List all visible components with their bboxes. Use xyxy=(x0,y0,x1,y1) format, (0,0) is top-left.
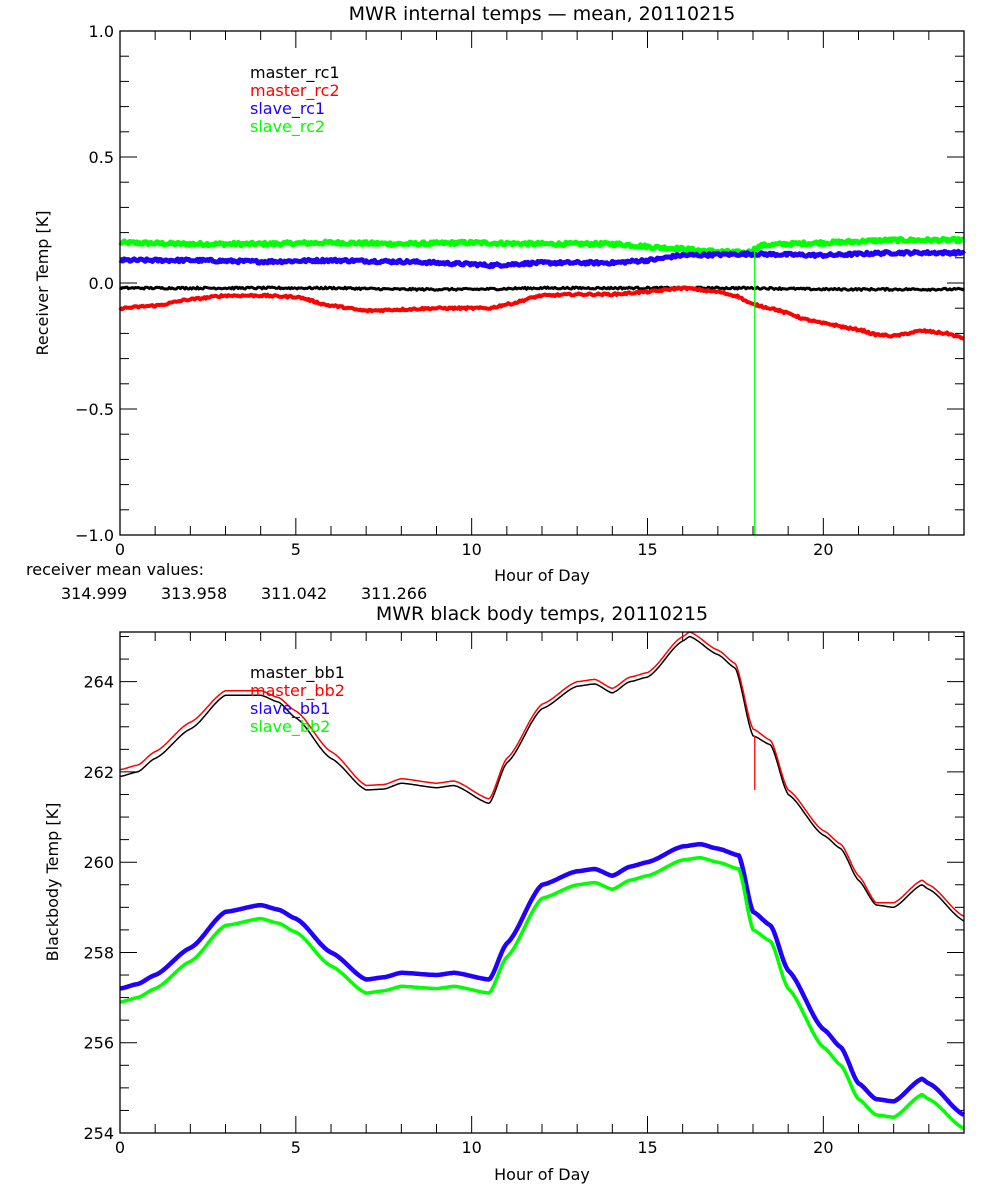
y-tick-label: 0.5 xyxy=(89,148,114,167)
series-group xyxy=(119,631,966,1131)
series-line-slave-rc1 xyxy=(118,248,966,270)
series-line-master-rc1 xyxy=(118,285,966,292)
series-line-slave-bb1 xyxy=(119,841,966,1117)
x-tick-labels: 0 5 10 15 20 xyxy=(115,1138,834,1157)
receiver-mean-value: 314.999 xyxy=(61,584,127,603)
y-tick-label: 262 xyxy=(83,763,114,782)
y-tick-label: 260 xyxy=(83,853,114,872)
x-axis-label: Hour of Day xyxy=(494,1165,590,1184)
y-tick-label: −0.5 xyxy=(75,400,114,419)
legend-entry-slave-bb2: slave_bb2 xyxy=(250,717,330,737)
y-axis-label: Receiver Temp [K] xyxy=(33,210,52,355)
y-tick-labels: −1.0 −0.5 0.0 0.5 1.0 xyxy=(75,22,114,545)
x-tick-label: 10 xyxy=(461,1138,481,1157)
y-tick-label: 254 xyxy=(83,1124,114,1143)
series-line-slave-bb2 xyxy=(119,855,965,1131)
y-tick-label: 264 xyxy=(83,673,114,692)
receiver-mean-value: 311.266 xyxy=(361,584,427,603)
y-tick-label: 258 xyxy=(83,943,114,962)
x-tick-label: 20 xyxy=(813,540,833,559)
y-tick-labels: 254 256 258 260 262 264 xyxy=(83,673,114,1143)
x-axis-label: Hour of Day xyxy=(494,566,590,585)
x-tick-label: 5 xyxy=(291,1138,301,1157)
x-tick-label: 15 xyxy=(637,1138,657,1157)
axis-ticks xyxy=(119,30,965,536)
chart-title: MWR black body temps, 20110215 xyxy=(376,603,708,625)
y-tick-label: 256 xyxy=(83,1034,114,1053)
series-line-master-bb2 xyxy=(119,631,965,918)
receiver-temp-chart: MWR internal temps — mean, 20110215 0 5 10… xyxy=(33,3,966,585)
legend-entry-master-rc1: master_rc1 xyxy=(250,63,340,83)
y-tick-label: 1.0 xyxy=(89,22,114,41)
x-tick-label: 5 xyxy=(291,540,301,559)
receiver-mean-label: receiver mean values: xyxy=(26,560,204,579)
legend-entry-slave-rc2: slave_rc2 xyxy=(250,117,325,137)
axis-ticks xyxy=(119,632,965,1134)
y-tick-label: 0.0 xyxy=(89,274,114,293)
x-tick-label: 0 xyxy=(115,1138,125,1157)
x-tick-label: 20 xyxy=(813,1138,833,1157)
receiver-mean-value: 313.958 xyxy=(161,584,227,603)
x-tick-label: 10 xyxy=(461,540,481,559)
series-line-master-bb1 xyxy=(119,635,965,922)
legend-entry-slave-rc1: slave_rc1 xyxy=(250,99,325,119)
y-tick-label: −1.0 xyxy=(75,526,114,545)
receiver-mean-value: 311.042 xyxy=(261,584,327,603)
x-tick-label: 0 xyxy=(115,540,125,559)
y-axis-label: Blackbody Temp [K] xyxy=(43,803,62,962)
x-tick-labels: 0 5 10 15 20 xyxy=(115,540,834,559)
x-tick-label: 15 xyxy=(637,540,657,559)
receiver-mean-values: receiver mean values: 314.999 313.958 31… xyxy=(26,560,427,603)
legend-entry-master-rc2: master_rc2 xyxy=(250,81,340,101)
series-group xyxy=(118,235,966,535)
series-line-slave-rc2 xyxy=(118,235,966,257)
plot-frame xyxy=(119,631,965,1134)
legend-entry-slave-bb1: slave_bb1 xyxy=(250,699,330,719)
plot-frame xyxy=(119,30,965,536)
blackbody-temp-chart: MWR black body temps, 20110215 0 5 10 15 20 … xyxy=(43,603,966,1184)
legend-entry-master-bb1: master_bb1 xyxy=(250,663,345,683)
legend-entry-master-bb2: master_bb2 xyxy=(250,681,345,701)
chart-title: MWR internal temps — mean, 20110215 xyxy=(349,3,736,25)
series-line-master-rc2 xyxy=(118,285,965,341)
